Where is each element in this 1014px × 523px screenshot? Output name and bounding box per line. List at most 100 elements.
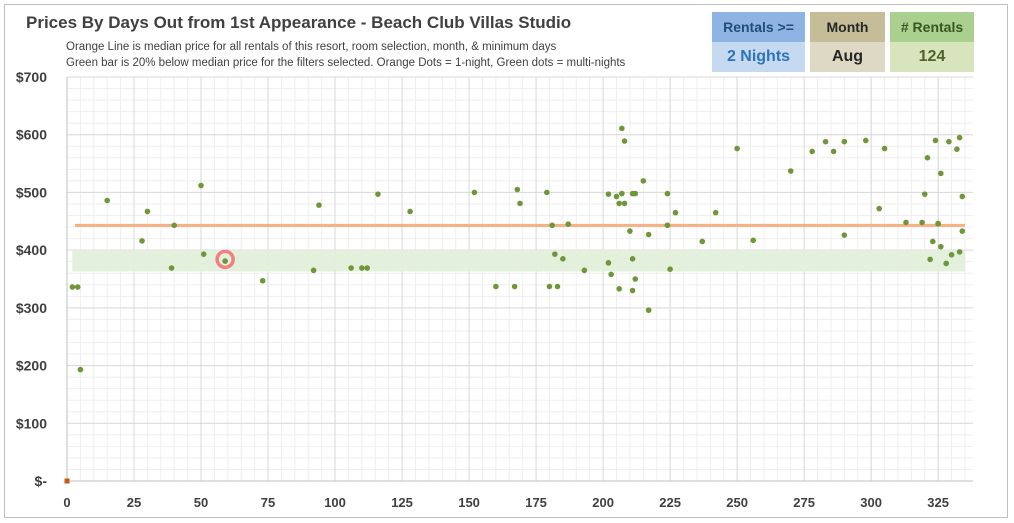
- data-point: [629, 255, 636, 262]
- data-point: [645, 307, 652, 313]
- data-point: [407, 208, 413, 215]
- chart-subtitle-line-1: Orange Line is median price for all rent…: [66, 41, 557, 53]
- x-tick-label: 0: [63, 495, 70, 510]
- data-point: [77, 366, 84, 373]
- data-point: [919, 219, 925, 226]
- rentals-filter-card: Rentals >= 2 Nights: [712, 12, 805, 72]
- data-point: [74, 284, 81, 290]
- data-point: [943, 260, 949, 267]
- y-tick-label: $100: [16, 415, 47, 431]
- data-point: [364, 265, 371, 271]
- data-point: [822, 138, 829, 145]
- data-point: [876, 205, 882, 212]
- data-point: [921, 191, 928, 197]
- data-point: [841, 138, 848, 145]
- month-filter-card: Month Aug: [810, 12, 885, 72]
- data-point: [629, 287, 636, 294]
- data-point: [493, 283, 499, 290]
- data-point: [514, 186, 521, 193]
- data-point: [544, 189, 550, 196]
- data-point: [946, 138, 952, 145]
- data-point: [359, 265, 365, 271]
- data-point: [841, 232, 848, 238]
- data-point: [619, 190, 625, 197]
- data-point: [632, 190, 639, 197]
- data-point: [954, 146, 960, 152]
- data-point: [621, 200, 628, 207]
- data-point: [619, 125, 625, 132]
- x-tick-label: 300: [860, 495, 882, 510]
- x-tick-label: 125: [391, 495, 413, 510]
- data-point: [935, 220, 941, 227]
- x-tick-label: 225: [659, 495, 681, 510]
- data-point: [104, 197, 111, 204]
- data-point: [787, 168, 794, 174]
- data-point: [959, 193, 966, 200]
- data-point: [699, 238, 706, 245]
- y-tick-label: $300: [16, 300, 47, 316]
- data-point: [200, 251, 207, 257]
- x-tick-label: 100: [324, 495, 346, 510]
- rental-count-value: 124: [890, 42, 974, 72]
- data-point: [259, 277, 266, 284]
- data-point: [627, 228, 633, 234]
- data-point: [948, 251, 955, 258]
- data-point: [348, 265, 354, 271]
- data-point: [222, 258, 228, 264]
- x-tick-label: 200: [592, 495, 614, 510]
- data-point: [664, 222, 671, 229]
- data-point: [517, 200, 523, 207]
- data-point: [616, 286, 622, 292]
- data-point: [171, 222, 178, 229]
- data-point: [581, 267, 588, 274]
- data-point: [924, 155, 931, 161]
- rentals-filter-label: Rentals >=: [712, 12, 805, 42]
- green-band: [72, 250, 965, 272]
- data-point: [830, 148, 837, 155]
- data-point: [608, 271, 614, 278]
- data-point: [375, 191, 381, 197]
- data-point: [881, 145, 888, 152]
- data-point: [750, 237, 757, 244]
- data-point: [605, 260, 612, 266]
- month-filter-label: Month: [810, 12, 885, 42]
- y-tick-label: $200: [16, 358, 47, 374]
- data-point: [712, 209, 719, 216]
- data-point: [672, 209, 679, 216]
- month-filter-value: Aug: [810, 42, 885, 72]
- data-point: [616, 200, 622, 207]
- data-point: [927, 256, 933, 263]
- data-point: [956, 249, 963, 255]
- data-point: [565, 221, 572, 227]
- data-point: [621, 138, 628, 144]
- rental-count-card: # Rentals 124: [890, 12, 974, 72]
- data-point: [632, 276, 639, 282]
- chart-subtitle-line-2: Green bar is 20% below median price for …: [66, 57, 626, 69]
- data-point: [198, 182, 204, 189]
- chart-frame: [4, 4, 1008, 518]
- highlight-ring: [215, 249, 235, 270]
- data-point: [310, 267, 317, 274]
- y-tick-label: $700: [16, 69, 47, 85]
- data-point: [938, 170, 944, 177]
- data-point: [645, 231, 652, 238]
- y-tick-label: $-: [35, 473, 48, 489]
- data-point: [929, 238, 936, 245]
- y-tick-label: $400: [16, 242, 47, 258]
- data-point: [69, 284, 76, 290]
- data-point: [546, 283, 553, 290]
- data-point: [938, 243, 944, 250]
- data-point: [667, 266, 673, 272]
- data-point: [511, 283, 518, 290]
- x-tick-label: 250: [726, 495, 748, 510]
- x-tick-label: 25: [127, 495, 141, 510]
- data-point: [903, 219, 909, 226]
- x-tick-label: 325: [927, 495, 949, 510]
- x-tick-label: 175: [525, 495, 547, 510]
- data-point: [168, 265, 175, 271]
- data-point: [316, 202, 322, 208]
- data-point: [552, 251, 558, 257]
- data-point: [144, 208, 151, 215]
- data-point: [560, 255, 566, 262]
